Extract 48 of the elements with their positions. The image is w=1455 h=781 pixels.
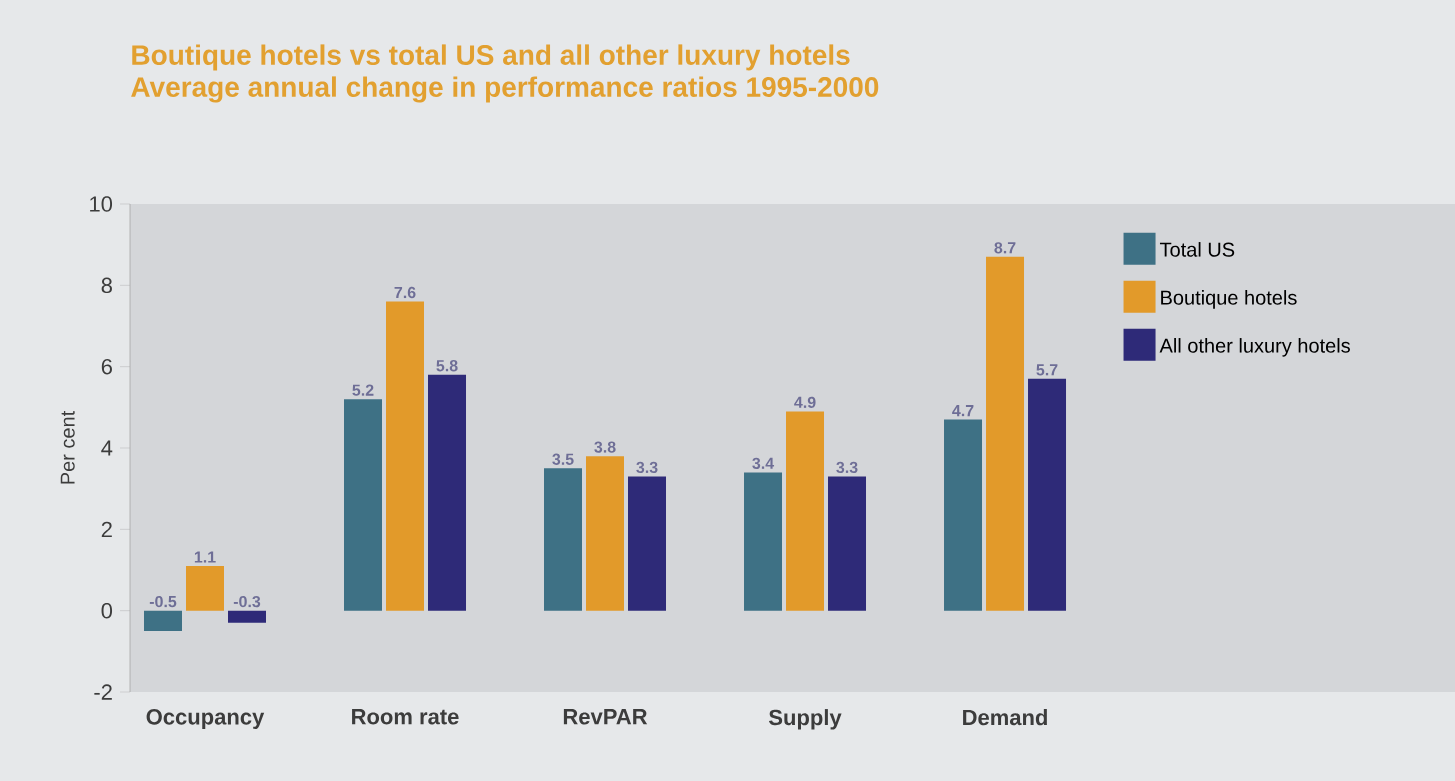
bar xyxy=(944,419,983,611)
bar xyxy=(828,476,867,611)
bar xyxy=(786,411,825,611)
bar xyxy=(144,610,182,631)
chart-subtitle: Average annual change in performance ratios 1995-2000 xyxy=(131,76,879,103)
bar xyxy=(744,472,783,611)
x-tick-label: RevPAR xyxy=(563,709,648,725)
bar xyxy=(186,565,224,611)
data-label: 3.8 xyxy=(594,441,616,453)
data-label: -0.3 xyxy=(233,595,261,608)
y-tick-label: 2 xyxy=(101,521,112,538)
bar xyxy=(228,610,266,623)
bar xyxy=(986,256,1025,611)
bar xyxy=(428,374,467,611)
x-tick-label: Demand xyxy=(963,709,1047,726)
data-label: 4.7 xyxy=(952,405,974,417)
legend-label: Total US xyxy=(1159,242,1235,257)
data-label: 8.7 xyxy=(994,242,1016,254)
y-tick-label: 10 xyxy=(90,196,113,212)
bar xyxy=(544,468,582,611)
data-label: 5.7 xyxy=(1036,364,1058,376)
y-tick-label: 4 xyxy=(101,440,113,456)
x-tick-label: Occupancy xyxy=(146,709,265,729)
x-tick-label: Supply xyxy=(768,709,842,730)
y-axis-title: Per cent xyxy=(60,410,75,484)
y-tick-label: 6 xyxy=(101,358,112,375)
data-label: 3.5 xyxy=(552,453,574,465)
data-label: -0.5 xyxy=(149,595,177,608)
x-tick-label: Room rate xyxy=(352,709,459,725)
y-tick-label: 0 xyxy=(101,602,113,619)
y-tick-label: -2 xyxy=(94,684,112,700)
data-label: 1.1 xyxy=(194,551,216,563)
bar xyxy=(586,456,624,611)
data-label: 5.2 xyxy=(352,384,374,396)
data-label: 7.6 xyxy=(394,286,416,299)
legend-label: Boutique hotels xyxy=(1161,290,1297,309)
bar xyxy=(1028,378,1067,611)
data-label: 3.4 xyxy=(752,457,775,470)
data-label: 3.3 xyxy=(836,461,858,474)
bar xyxy=(386,301,425,611)
bar xyxy=(628,476,667,611)
legend-label: All other luxury hotels xyxy=(1159,338,1350,357)
bar xyxy=(344,399,383,611)
data-label: 4.9 xyxy=(794,396,816,408)
chart-title: Boutique hotels vs total US and all other luxury hotels xyxy=(132,44,850,71)
data-label: 5.8 xyxy=(436,360,458,372)
y-tick-label: 8 xyxy=(101,277,112,294)
data-label: 3.3 xyxy=(636,461,658,474)
